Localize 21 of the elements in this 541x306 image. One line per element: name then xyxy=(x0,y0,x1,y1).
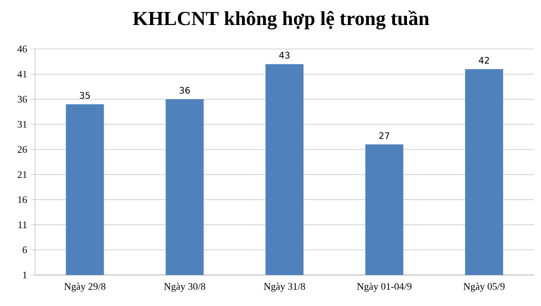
x-tick-label: Ngày 01-04/9 xyxy=(357,282,412,292)
x-tick-label: Ngày 05/9 xyxy=(463,282,505,292)
y-tick-label: 26 xyxy=(18,146,27,153)
y-tick-label: 36 xyxy=(18,96,27,103)
data-label: 36 xyxy=(180,86,190,94)
data-label: 43 xyxy=(279,52,290,59)
x-tick-label: Ngày 29/8 xyxy=(64,282,106,292)
x-tick-label: Ngày 30/8 xyxy=(164,282,206,292)
y-tick-label: 46 xyxy=(17,46,27,52)
y-tick-label: 1 xyxy=(23,272,27,278)
chart-title: KHLCNT không hợp lệ trong tuần xyxy=(132,10,430,30)
x-tick-label: Ngày 31/8 xyxy=(264,282,306,292)
y-tick-label: 41 xyxy=(17,70,27,78)
y-tick-label: 16 xyxy=(18,196,27,204)
data-label: 42 xyxy=(478,56,489,64)
data-label: 27 xyxy=(379,132,390,139)
data-label: 35 xyxy=(80,92,90,99)
y-tick-label: 11 xyxy=(18,221,27,228)
y-tick-label: 31 xyxy=(18,120,27,128)
y-tick-label: 21 xyxy=(18,171,27,178)
y-tick-label: 6 xyxy=(22,246,27,254)
